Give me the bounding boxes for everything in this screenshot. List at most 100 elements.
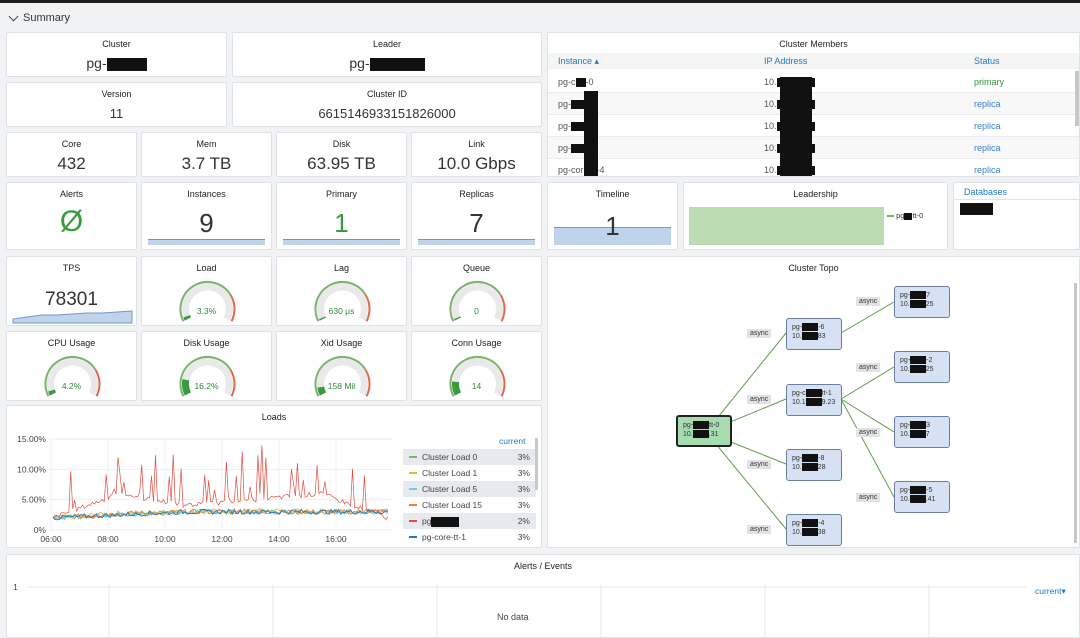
ip-column-header[interactable]: IP Address xyxy=(764,56,808,66)
loads-panel: Loads 0% 5.00% 10.00% 15.00% 06:00 08:00 10:00… xyxy=(6,405,542,548)
node-name: pg- -4 xyxy=(792,519,836,528)
legend-item[interactable]: Cluster Load 15 3% xyxy=(403,497,536,513)
core-stat-panel: Core 432 xyxy=(6,132,137,177)
tps-stat-panel: TPS 78301 xyxy=(6,256,137,326)
legend-name-text: pg-core-tt-1 xyxy=(422,532,466,542)
topo-replica-node[interactable]: pg- -5 10. .41 xyxy=(894,481,950,513)
topo-replica-node[interactable]: pg- -2 10. 25 xyxy=(894,351,950,383)
topo-replica-node[interactable]: pg-c tt-1 10.1 9.23 xyxy=(786,384,842,416)
topo-primary-node[interactable]: pg-tt-0 10. .31 xyxy=(676,415,732,447)
summary-row-header[interactable]: Summary xyxy=(8,10,70,26)
ip-text: 10. xyxy=(764,121,777,131)
scrollbar-thumb[interactable] xyxy=(1074,283,1077,543)
topo-replica-node[interactable]: pg- -6 10. 83 xyxy=(786,318,842,350)
node-ip: 10. 83 xyxy=(792,332,836,341)
gauge-threshold-green xyxy=(179,356,232,397)
panel-title: Core xyxy=(61,139,82,149)
node-ip-prefix: 10. xyxy=(900,431,910,438)
redacted-block xyxy=(960,203,993,215)
gauge-value: 0 xyxy=(474,306,479,316)
redacted-block xyxy=(801,528,818,537)
no-data-message: No data xyxy=(497,612,529,622)
gauge-value: 16.2% xyxy=(194,381,219,391)
legend-item[interactable]: pg-core-tt-1 3% xyxy=(403,529,536,545)
topo-replica-node[interactable]: pg- 3 10. 7 xyxy=(894,416,950,448)
gauge-track xyxy=(317,283,368,321)
redacted-block xyxy=(571,100,586,110)
table-row[interactable]: pg-c -0 10. primary xyxy=(548,71,1079,93)
instance-column-header[interactable]: Instance ▴ xyxy=(558,56,600,66)
table-row[interactable]: pg--110.replica xyxy=(548,93,1079,115)
topo-replica-node[interactable]: pg- -8 10. 28 xyxy=(786,449,842,481)
scrollbar-thumb[interactable] xyxy=(535,438,538,490)
node-ip-prefix: 10. xyxy=(792,333,802,340)
alerts-events-panel: Alerts / Events 1 No data current▾ xyxy=(6,554,1080,638)
gauge-value: 630 μs xyxy=(328,306,355,316)
y-tick-label: 0% xyxy=(34,525,47,535)
legend-swatch xyxy=(409,472,417,474)
panel-title: Primary xyxy=(326,189,357,199)
gauge-track xyxy=(452,283,503,321)
legend-name: Cluster Load 0 xyxy=(422,452,477,462)
table-row[interactable]: pg--310.replica xyxy=(548,137,1079,159)
topo-replica-node[interactable]: pg- -4 10. 38 xyxy=(786,514,842,546)
redacted-block xyxy=(369,57,425,71)
node-name: pg- 3 xyxy=(900,421,944,430)
table-row[interactable]: pg--210.replica xyxy=(548,115,1079,137)
legend-value: 3% xyxy=(517,532,530,542)
legend-item[interactable]: Cluster Load 5 3% xyxy=(403,481,536,497)
table-row[interactable]: pg-core-tt-4 10. replica xyxy=(548,159,1079,176)
node-ip-suffix: 7 xyxy=(925,431,930,438)
gauge-threshold-green xyxy=(449,281,502,322)
timeline-value: 1 xyxy=(605,211,620,241)
divider xyxy=(954,199,1079,200)
panel-title: Replicas xyxy=(459,189,494,199)
chevron-down-icon[interactable] xyxy=(8,11,19,21)
legend-name-text: Cluster Load 0 xyxy=(422,452,478,462)
legend-name: Cluster Load 15 xyxy=(422,500,482,510)
leader-name: pg- xyxy=(233,55,541,71)
topo-replica-node[interactable]: pg- 7 10. 25 xyxy=(894,286,950,318)
panel-title: Cluster ID xyxy=(366,89,407,99)
gauge-dial xyxy=(179,356,236,397)
disk-stat-panel: Disk 63.95 TB xyxy=(276,132,407,177)
panel-title: Lag xyxy=(333,263,350,273)
redacted-block xyxy=(805,389,822,398)
status-cell: replica xyxy=(974,121,1001,131)
tps-sparkline xyxy=(12,310,133,324)
legend-item[interactable]: Cluster Load 0 3% xyxy=(403,449,536,465)
redacted-block xyxy=(571,122,586,132)
panel-title: TPS xyxy=(62,263,81,273)
instance-suffix: -0 xyxy=(585,77,594,87)
legend-header-current[interactable]: current▾ xyxy=(1035,586,1066,596)
redacted-block xyxy=(910,291,927,300)
legend-value: 3% xyxy=(517,484,530,494)
databases-header[interactable]: Databases xyxy=(964,187,1008,197)
node-ip-suffix: 28 xyxy=(817,464,826,471)
tps-value: 78301 xyxy=(45,289,98,310)
topo-graph xyxy=(705,301,895,530)
status-column-header[interactable]: Status xyxy=(974,56,1000,66)
gauge-threshold-red xyxy=(229,294,236,322)
legend-header-current[interactable]: current xyxy=(499,436,526,446)
instance-text: pg- xyxy=(558,143,572,153)
node-name: pg- -8 xyxy=(792,454,836,463)
scrollbar-thumb[interactable] xyxy=(1075,71,1079,126)
leader-stat-panel: Leader pg- xyxy=(232,32,542,77)
alerts-stat-panel: Alerts Ø xyxy=(6,182,137,250)
instance-cell: pg-c -0 xyxy=(558,77,594,88)
instance-text: pg-c xyxy=(558,77,576,87)
instance-text: pg- xyxy=(558,99,572,109)
legend-swatch xyxy=(409,520,417,522)
legend-item[interactable]: pg 2% xyxy=(403,513,536,529)
y-tick-label: 5.00% xyxy=(22,495,47,505)
gauge-value: 3.3% xyxy=(196,306,217,316)
node-name: pg-c tt-1 xyxy=(792,389,836,398)
redacted-block xyxy=(801,332,818,341)
status-cell: replica xyxy=(974,99,1001,109)
primary-stat-panel: Primary 1 xyxy=(276,182,407,250)
gauge-threshold-red xyxy=(364,369,371,397)
legend-item[interactable]: Cluster Load 1 3% xyxy=(403,465,536,481)
status-cell: replica xyxy=(974,165,1001,175)
leadership-bar xyxy=(689,207,884,245)
